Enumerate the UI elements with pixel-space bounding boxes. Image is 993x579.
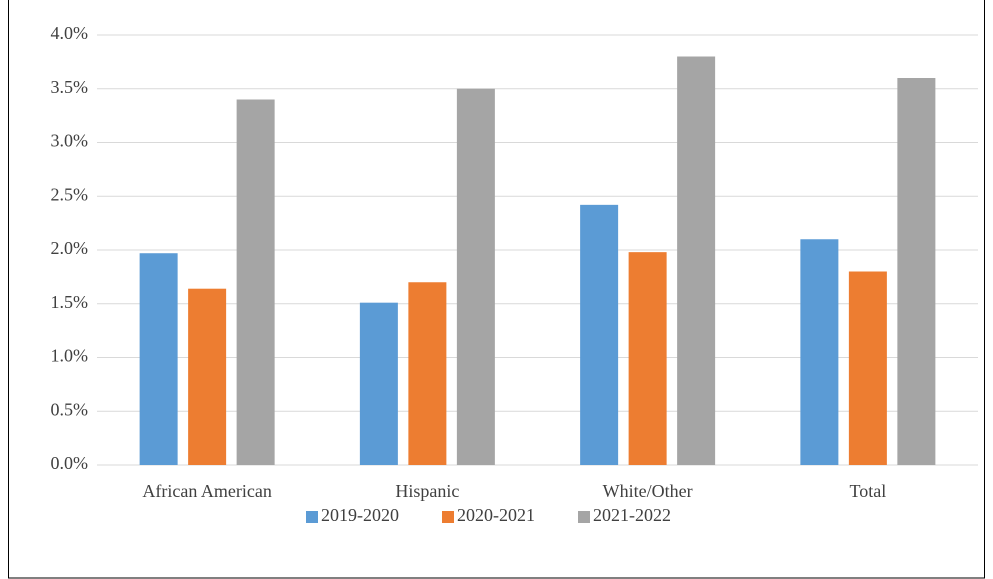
bar — [677, 56, 716, 465]
legend-label: 2020-2021 — [457, 505, 535, 525]
y-tick-label: 3.0% — [51, 131, 89, 151]
x-tick-label: African American — [142, 481, 271, 501]
bar — [236, 99, 275, 465]
bar — [897, 78, 936, 465]
bar — [188, 288, 227, 465]
x-tick-label: Total — [850, 481, 887, 501]
legend-label: 2019-2020 — [321, 505, 399, 525]
legend-swatch — [442, 511, 454, 523]
bar — [800, 239, 839, 465]
y-tick-label: 0.5% — [51, 399, 89, 419]
legend-swatch — [306, 511, 318, 523]
y-tick-label: 2.0% — [51, 238, 89, 258]
y-tick-label: 1.5% — [51, 292, 89, 312]
bar — [848, 271, 887, 465]
bar — [139, 253, 178, 465]
legend-label: 2021-2022 — [593, 505, 671, 525]
x-tick-label: Hispanic — [395, 481, 459, 501]
y-tick-label: 0.0% — [51, 453, 89, 473]
y-tick-label: 1.0% — [51, 346, 89, 366]
bar — [456, 88, 495, 465]
bar — [359, 302, 398, 465]
bar — [628, 252, 667, 465]
bar — [408, 282, 447, 465]
legend-swatch — [578, 511, 590, 523]
y-tick-label: 3.5% — [51, 77, 89, 97]
bar — [580, 204, 619, 465]
y-tick-label: 2.5% — [51, 184, 89, 204]
y-tick-label: 4.0% — [51, 23, 89, 43]
x-tick-label: White/Other — [603, 481, 693, 501]
